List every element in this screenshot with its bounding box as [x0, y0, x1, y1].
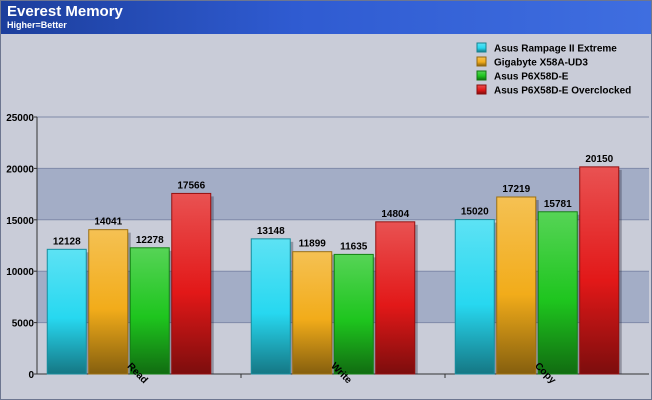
- legend-swatch: [476, 70, 487, 81]
- chart-subtitle: Higher=Better: [7, 20, 67, 30]
- data-label: 11899: [299, 239, 327, 250]
- legend-label: Asus P6X58D-E Overclocked: [494, 86, 631, 97]
- y-tick-label: 15000: [6, 216, 34, 227]
- y-tick-label: 25000: [6, 113, 34, 124]
- bar: [171, 192, 212, 375]
- legend-swatch: [476, 56, 487, 67]
- legend-swatch: [476, 42, 487, 53]
- plot-band: [37, 117, 649, 169]
- bar: [375, 221, 416, 375]
- bar: [454, 219, 495, 375]
- data-label: 17219: [502, 184, 530, 195]
- bar: [88, 229, 129, 375]
- data-label: 17566: [177, 180, 205, 191]
- bar: [46, 248, 87, 375]
- legend-label: Asus Rampage II Extreme: [494, 44, 617, 55]
- data-label: 14804: [381, 209, 409, 220]
- bar: [292, 251, 333, 375]
- data-label: 11635: [340, 241, 368, 252]
- legend-label: Asus P6X58D-E: [494, 72, 569, 83]
- y-tick-label: 0: [28, 370, 34, 381]
- data-label: 15781: [544, 199, 572, 210]
- bar: [496, 196, 537, 375]
- data-label: 15020: [461, 207, 489, 218]
- data-label: 13148: [257, 226, 285, 237]
- legend-swatch: [476, 84, 487, 95]
- plot-band: [37, 168, 649, 220]
- data-label: 14041: [94, 217, 122, 228]
- bar: [333, 253, 374, 375]
- bar: [537, 211, 578, 375]
- legend-label: Gigabyte X58A-UD3: [494, 58, 588, 69]
- bar: [250, 238, 291, 375]
- chart-header: Everest Memory Higher=Better: [1, 1, 651, 34]
- chart-title: Everest Memory: [7, 3, 123, 20]
- y-tick-label: 10000: [6, 267, 34, 278]
- data-label: 20150: [585, 154, 613, 165]
- y-tick-label: 5000: [12, 319, 35, 330]
- bar: [129, 247, 170, 375]
- y-tick-label: 20000: [6, 164, 34, 175]
- data-label: 12128: [53, 236, 81, 247]
- bar: [579, 166, 620, 375]
- data-label: 12278: [136, 235, 164, 246]
